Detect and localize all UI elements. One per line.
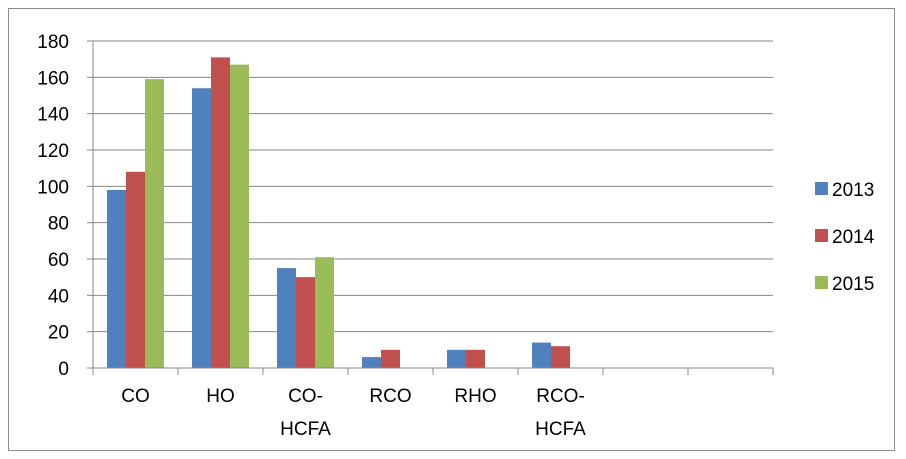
bar-2013-2: [277, 268, 296, 368]
bar-2013-1: [192, 88, 211, 368]
axes: [87, 40, 774, 375]
legend-label-2014: 2014: [832, 227, 875, 248]
x-tick-label: HCFA: [535, 419, 586, 440]
legend-swatch-2013: [815, 182, 828, 195]
x-tick-label: CO: [121, 386, 150, 407]
x-tick-label: RCO: [369, 386, 411, 407]
y-tick-label: 140: [37, 105, 69, 126]
x-tick-label: RCO-: [536, 386, 585, 407]
legend: 2013 2014 2015: [815, 180, 875, 295]
y-tick-label: 100: [37, 177, 69, 198]
bar-2014-2: [296, 277, 315, 368]
y-tick-label: 0: [58, 359, 69, 380]
legend-swatch-2014: [815, 229, 828, 242]
legend-swatch-2015: [815, 276, 828, 289]
y-tick-label: 80: [48, 214, 69, 235]
bar-2014-5: [551, 346, 570, 368]
bar-2015-0: [145, 79, 164, 369]
bar-2013-4: [447, 349, 466, 368]
legend-label-2013: 2013: [832, 180, 874, 201]
y-tick-label: 120: [37, 141, 69, 162]
x-tick-label: CO-: [288, 386, 323, 407]
bar-2015-1: [230, 64, 249, 368]
bar-2013-0: [107, 189, 126, 368]
bar-2014-3: [381, 349, 400, 368]
x-tick-label: HO: [206, 386, 235, 407]
tick-labels: 0 20 40 60 80 100 120 140 160 180 CO HO CO- HCFA RCO RH…: [37, 32, 586, 440]
y-tick-label: 60: [48, 250, 69, 271]
y-tick-label: 20: [48, 323, 69, 344]
bar-2014-4: [466, 349, 485, 368]
bar-2014-0: [126, 171, 145, 368]
bar-2013-5: [532, 342, 551, 368]
x-tick-label: RHO: [454, 386, 496, 407]
bars: [107, 57, 570, 369]
x-tick-label: HCFA: [280, 419, 331, 440]
bar-2015-2: [315, 257, 334, 368]
y-tick-label: 40: [48, 286, 69, 307]
bar-2014-1: [211, 57, 230, 368]
bar-2013-3: [362, 357, 381, 368]
y-tick-label: 180: [37, 32, 69, 53]
y-tick-label: 160: [37, 68, 69, 89]
legend-label-2015: 2015: [832, 274, 874, 295]
